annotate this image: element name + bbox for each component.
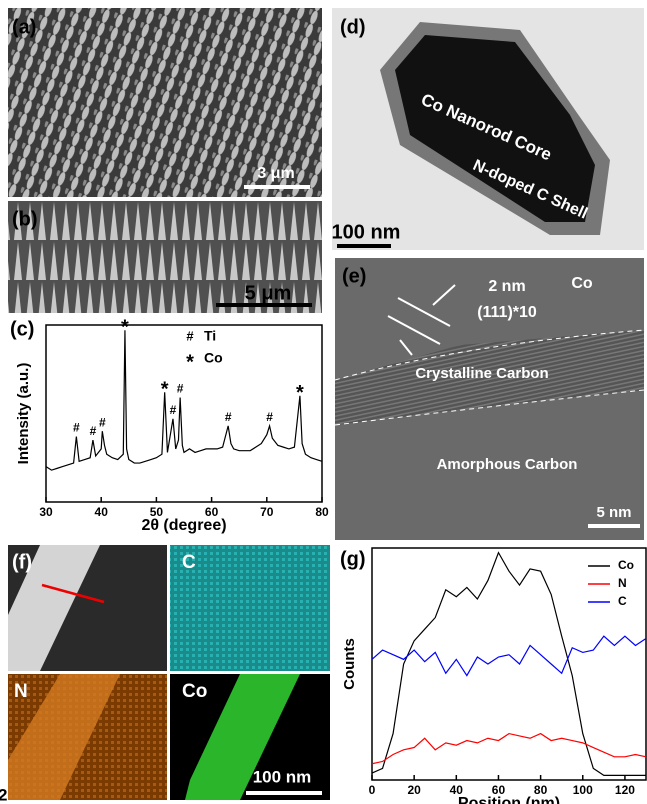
arrow [399, 339, 413, 356]
x-axis-label: 2θ (degree) [141, 517, 226, 534]
peak-marker: # [90, 424, 97, 438]
rod [8, 674, 120, 800]
peak-marker: # [225, 410, 232, 424]
x-tick-label: 40 [450, 783, 464, 797]
scale-bar [588, 524, 640, 528]
panel-label: (b) [12, 208, 38, 230]
x-tick-label: 40 [95, 505, 109, 519]
c-map [170, 545, 330, 671]
peak-marker: # [177, 382, 184, 396]
arrow [432, 284, 456, 306]
scale-text: 100 nm [253, 767, 312, 786]
element-label: Co [571, 275, 593, 292]
x-tick-label: 60 [205, 505, 219, 519]
x-tick-label: 120 [615, 783, 635, 797]
region-label: Crystalline Carbon [415, 365, 548, 382]
series-line [371, 732, 647, 765]
peak-marker: # [266, 410, 273, 424]
rod [8, 545, 100, 671]
scale-bar [246, 791, 322, 795]
plot-frame [371, 547, 647, 781]
x-tick-label: 80 [534, 783, 548, 797]
x-tick-label: 100 [573, 783, 593, 797]
map-label: C [182, 552, 196, 573]
peak-marker: * [161, 379, 169, 401]
legend-label: Co [204, 350, 223, 366]
scale-text: 3 μm [257, 165, 294, 182]
panel-label: (c) [10, 318, 34, 340]
legend-label: Ti [204, 328, 216, 344]
legend-label: C [618, 594, 627, 608]
series-line [45, 330, 323, 471]
x-tick-label: 80 [315, 505, 329, 519]
x-tick-label: 30 [39, 505, 53, 519]
x-tick-label: 20 [407, 783, 421, 797]
peak-marker: # [170, 403, 177, 417]
y-axis-label: Intensity (a.u.) [15, 363, 32, 465]
series-line [371, 635, 647, 677]
x-tick-label: 0 [369, 783, 376, 797]
rod [185, 674, 300, 800]
scale-text: 100 nm [332, 221, 401, 243]
legend-symbol: # [186, 328, 194, 343]
corner-text: 2 [0, 785, 7, 804]
x-axis-label: Position (nm) [458, 795, 560, 804]
scale-text: 5 nm [596, 504, 631, 521]
y-axis-label: Counts [341, 638, 358, 690]
scan-line [41, 583, 105, 604]
legend-label: Co [618, 558, 634, 572]
crystalline-region [335, 330, 644, 425]
series-line [371, 551, 646, 776]
peak-marker: * [296, 382, 304, 404]
peak-marker: # [73, 421, 80, 435]
spacing-label: 2 nm [488, 278, 525, 295]
map-label: N [14, 681, 28, 702]
panel-label: (f) [12, 551, 32, 573]
sem-image [8, 201, 322, 313]
scale-bar [337, 244, 391, 248]
plot-frame [45, 324, 323, 503]
peak-marker: * [121, 317, 129, 339]
region-label: Amorphous Carbon [437, 456, 578, 473]
peak-marker: # [99, 415, 106, 429]
panel-label: (g) [340, 548, 366, 570]
x-tick-label: 50 [150, 505, 164, 519]
scale-text: 5 μm [245, 282, 292, 304]
boundary [334, 329, 645, 426]
map-label: Co [182, 681, 207, 702]
x-tick-label: 60 [492, 783, 506, 797]
panel-label: (d) [340, 16, 366, 38]
fringe-line [387, 315, 441, 345]
scale-bar [216, 303, 312, 307]
panel-label: (a) [12, 16, 36, 38]
x-tick-label: 70 [260, 505, 274, 519]
fringe-line [397, 297, 451, 327]
plane-label: (111)*10 [477, 304, 537, 321]
legend-label: N [618, 576, 627, 590]
legend-symbol: * [186, 351, 194, 373]
panel-label: (e) [342, 265, 366, 287]
scale-bar [244, 185, 310, 189]
sem-image [8, 8, 322, 197]
core [395, 35, 595, 222]
